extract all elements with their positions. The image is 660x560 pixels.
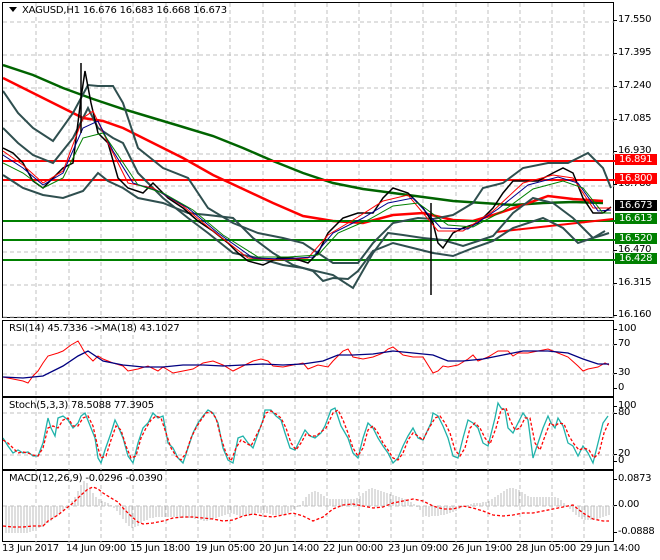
time-label: 13 Jun 2017 xyxy=(2,543,59,554)
current-price-tag: 16.673 xyxy=(615,200,657,211)
stochastic-pane[interactable]: Stoch(5,3,3) 78.5088 77.3905 xyxy=(2,397,615,471)
rsi-tick: 100 xyxy=(613,323,637,334)
time-label: 23 Jun 09:00 xyxy=(388,543,448,554)
time-label: 26 Jun 19:00 xyxy=(452,543,512,554)
stoch-tick: 100 xyxy=(613,400,637,411)
time-label: 22 Jun 00:00 xyxy=(323,543,383,554)
support-price-tag: 16.428 xyxy=(615,253,657,264)
stochastic-plot xyxy=(3,398,615,471)
dropdown-triangle-icon[interactable] xyxy=(9,7,17,12)
time-label: 29 Jun 14:00 xyxy=(580,543,640,554)
support-price-tag: 16.520 xyxy=(615,233,657,244)
time-label: 14 Jun 09:00 xyxy=(66,543,126,554)
time-label: 15 Jun 18:00 xyxy=(130,543,190,554)
price-tick: 16.160 xyxy=(613,309,652,320)
rsi-plot xyxy=(3,321,615,398)
price-tick: 17.395 xyxy=(613,47,652,58)
resistance-price-tag: 16.891 xyxy=(615,154,657,165)
stochastic-axis: 100 80 20 0 xyxy=(613,397,660,470)
rsi-pane[interactable]: RSI(14) 45.7336 ->MA(18) 43.1027 xyxy=(2,320,615,398)
price-tick: 16.315 xyxy=(613,277,652,288)
price-tick: 17.085 xyxy=(613,113,652,124)
main-price-chart[interactable]: XAGUSD,H1 16.676 16.683 16.668 16.673 xyxy=(2,2,615,319)
price-tick: 16.470 xyxy=(613,244,652,255)
rsi-axis: 100 70 30 0 xyxy=(613,320,660,397)
rsi-tick: 70 xyxy=(613,338,631,349)
resistance-price-tag: 16.800 xyxy=(615,173,657,184)
time-label: 19 Jun 05:00 xyxy=(195,543,255,554)
price-plot xyxy=(3,3,615,319)
rsi-tick: 0 xyxy=(613,382,625,393)
stoch-tick: 0 xyxy=(613,455,625,466)
price-tick: 17.240 xyxy=(613,80,652,91)
time-axis: 13 Jun 2017 14 Jun 09:00 15 Jun 18:00 19… xyxy=(0,542,660,560)
rsi-tick: 30 xyxy=(613,367,631,378)
macd-tick: 0.0873 xyxy=(613,473,652,484)
macd-tick: 0.00 xyxy=(613,499,640,510)
stochastic-label: Stoch(5,3,3) 78.5088 77.3905 xyxy=(9,400,154,411)
time-label: 20 Jun 14:00 xyxy=(259,543,319,554)
macd-label: MACD(12,26,9) -0.0296 -0.0390 xyxy=(9,473,163,484)
stoch-tick: 20 xyxy=(613,448,631,459)
time-label: 28 Jun 05:00 xyxy=(516,543,576,554)
price-tick: 17.550 xyxy=(613,14,652,25)
symbol-header: XAGUSD,H1 16.676 16.683 16.668 16.673 xyxy=(9,5,227,16)
rsi-label: RSI(14) 45.7336 ->MA(18) 43.1027 xyxy=(9,323,180,334)
price-tick: 16.930 xyxy=(613,145,652,156)
macd-tick: -0.0888 xyxy=(614,526,655,537)
macd-pane[interactable]: MACD(12,26,9) -0.0296 -0.0390 xyxy=(2,470,615,543)
price-axis: 17.550 17.395 17.240 17.085 16.930 16.78… xyxy=(613,2,660,320)
support-price-tag: 16.613 xyxy=(615,213,657,224)
macd-axis: 0.0873 0.00 -0.0888 xyxy=(613,470,660,542)
stoch-tick: 80 xyxy=(613,407,631,418)
macd-plot xyxy=(3,471,615,543)
